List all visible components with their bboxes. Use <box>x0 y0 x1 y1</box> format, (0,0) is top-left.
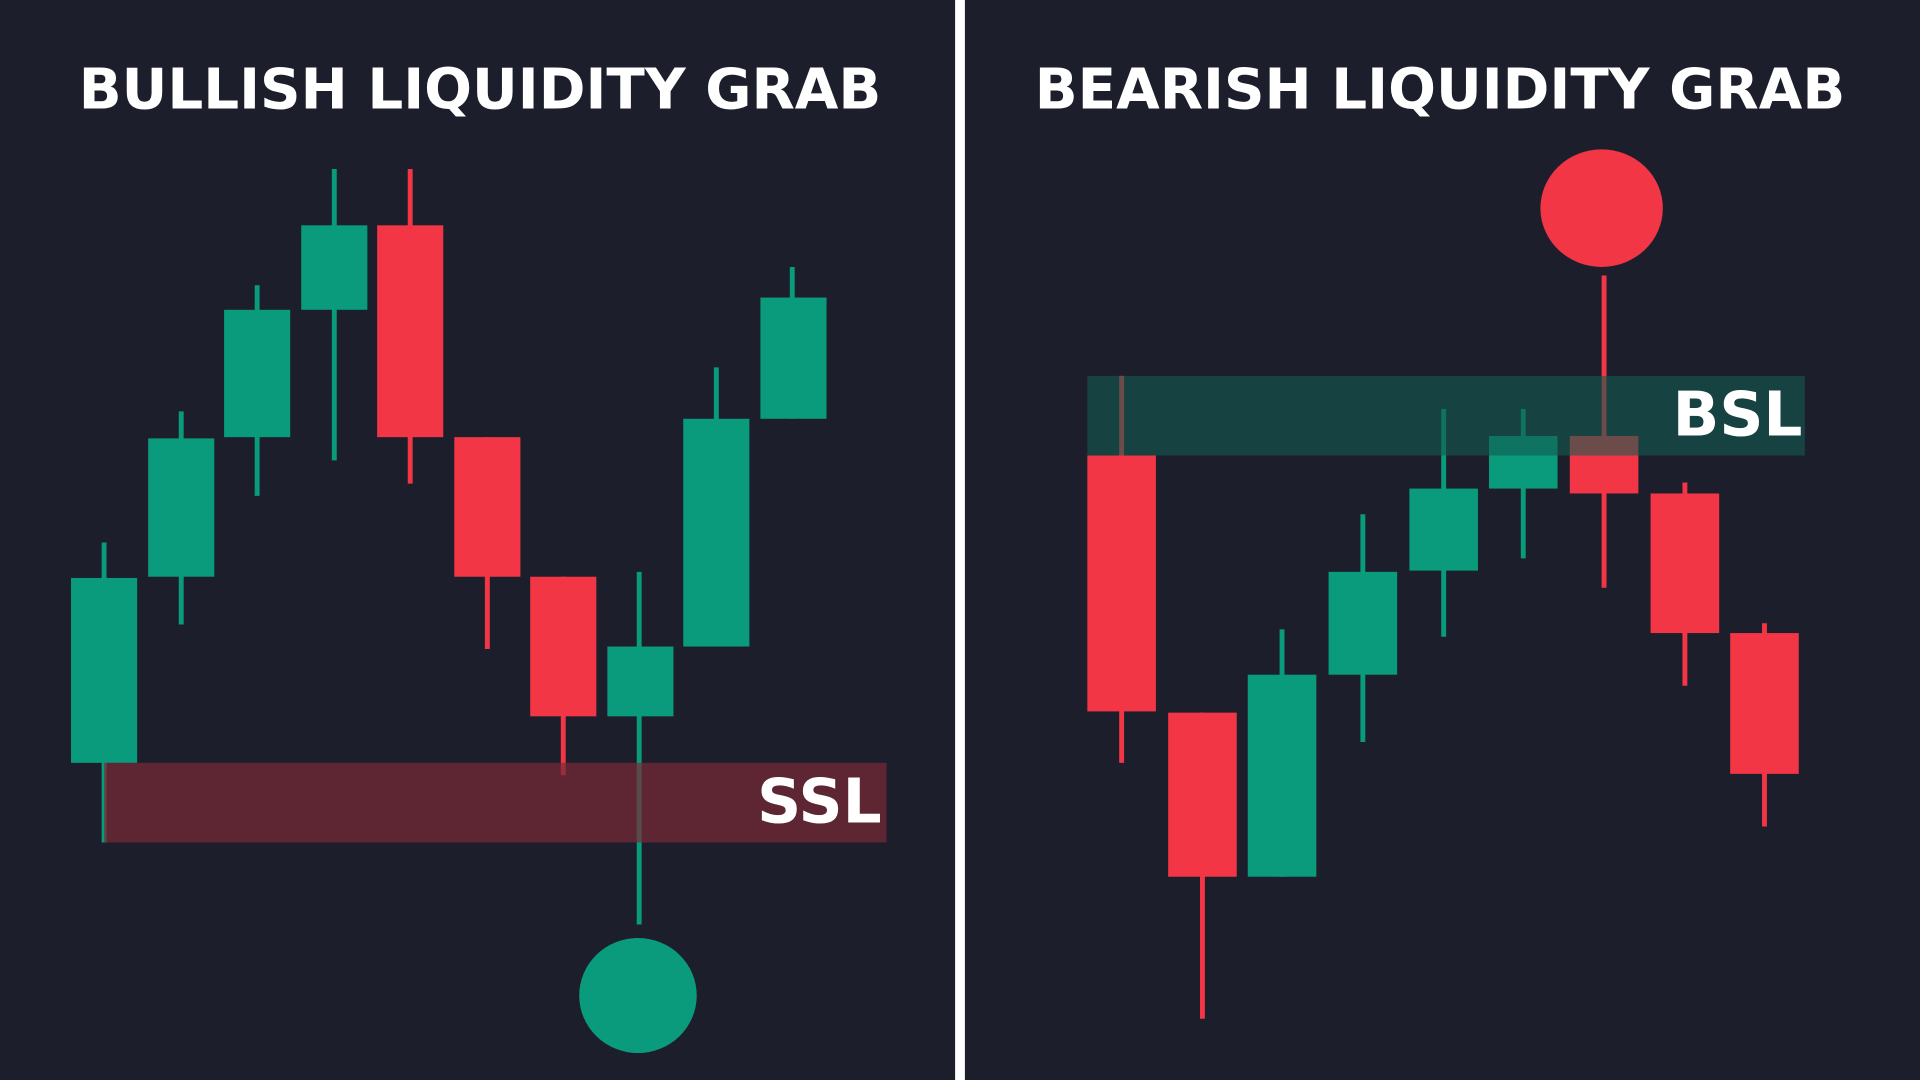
bsl-zone <box>1087 375 1805 456</box>
candle <box>454 437 521 577</box>
zone-label: BSL <box>1673 379 1803 450</box>
zone-label: SSL <box>757 766 881 837</box>
candle <box>683 418 750 647</box>
candle <box>607 646 674 717</box>
candle <box>530 576 597 717</box>
divider <box>955 0 965 1080</box>
grab-marker <box>579 937 697 1054</box>
bearish-panel: BEARISH LIQUIDITY GRAB BSL <box>1035 58 1846 1019</box>
candle <box>1409 488 1478 571</box>
candle <box>148 438 215 577</box>
panel-title: BULLISH LIQUIDITY GRAB <box>79 58 882 123</box>
candle <box>1087 455 1156 712</box>
candle <box>760 297 827 419</box>
candle <box>1730 633 1799 774</box>
candle <box>1247 674 1317 877</box>
candle <box>71 577 138 763</box>
ssl-zone <box>104 762 887 843</box>
grab-marker <box>1540 149 1663 267</box>
bullish-panel: BULLISH LIQUIDITY GRAB SSL <box>71 58 887 1054</box>
panel-title: BEARISH LIQUIDITY GRAB <box>1035 58 1846 123</box>
candle <box>224 309 291 438</box>
candle <box>377 225 444 438</box>
candle <box>1650 493 1720 634</box>
candle <box>301 225 368 310</box>
candle <box>1168 712 1237 877</box>
candle <box>1328 571 1398 675</box>
